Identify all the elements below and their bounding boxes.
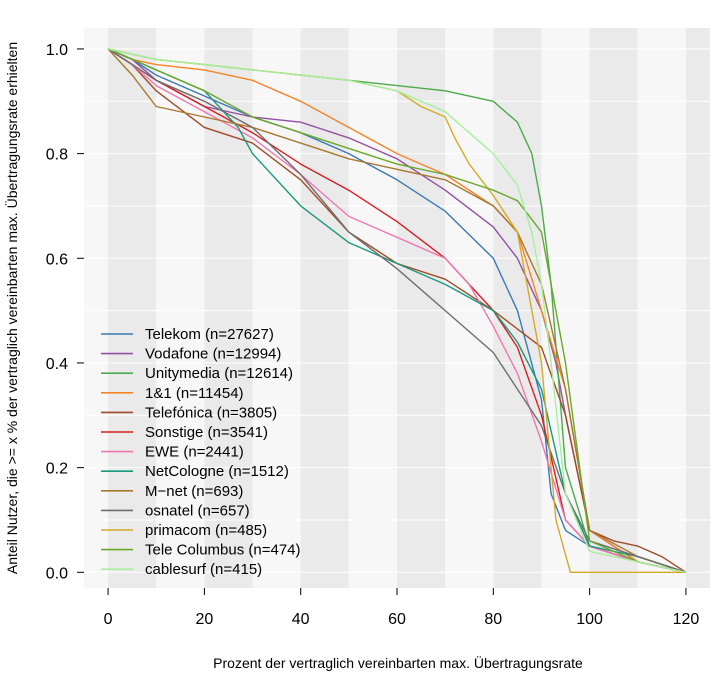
legend-label: Telekom (n=27627) (145, 326, 274, 343)
background-band (300, 28, 349, 588)
series-lines (107, 48, 687, 573)
y-tick-label: 0.0 (46, 565, 68, 582)
y-tick-label: 1.0 (46, 42, 68, 59)
legend-label: Vodafone (n=12994) (145, 346, 281, 363)
background-band (589, 28, 638, 588)
series-line (107, 48, 687, 573)
y-axis-title: Anteil Nutzer, die >= x % der vertraglic… (3, 42, 20, 574)
x-tick-label: 60 (388, 611, 406, 628)
legend-label: cablesurf (n=415) (145, 561, 262, 578)
background-band (397, 28, 446, 588)
x-tick-label: 100 (576, 611, 603, 628)
background-band (493, 28, 542, 588)
legend: Telekom (n=27627) Vodafone (n=12994) Unity… (101, 326, 301, 578)
legend-label: EWE (n=2441) (145, 444, 244, 461)
x-tick-label: 120 (673, 611, 700, 628)
series-line (107, 48, 687, 573)
legend-label: NetCologne (n=1512) (145, 463, 289, 480)
x-axis: 0 20 40 60 80 100 120 (104, 588, 700, 628)
background-band (84, 28, 109, 588)
background-band (541, 28, 590, 588)
legend-label: primacom (n=485) (145, 522, 267, 539)
background-band (685, 28, 710, 588)
series-line (107, 48, 687, 573)
x-tick-label: 20 (195, 611, 213, 628)
legend-label: Telefónica (n=3805) (145, 404, 277, 421)
x-axis-title: Prozent der vertraglich vereinbarten max… (213, 654, 583, 671)
x-tick-label: 0 (104, 611, 113, 628)
series-line (107, 48, 687, 573)
x-tick-label: 40 (292, 611, 310, 628)
background-band (348, 28, 397, 588)
legend-label: Sonstige (n=3541) (145, 424, 268, 441)
background-band (108, 28, 157, 588)
series-line (107, 48, 687, 573)
series-line (107, 48, 687, 573)
legend-label: Tele Columbus (n=474) (145, 542, 301, 559)
background-band (637, 28, 686, 588)
series-line (107, 48, 687, 573)
y-tick-label: 0.8 (46, 147, 68, 164)
legend-label: osnatel (n=657) (145, 502, 250, 519)
background-band (252, 28, 301, 588)
legend-label: M−net (n=693) (145, 483, 243, 500)
x-tick-label: 80 (484, 611, 502, 628)
background-band (445, 28, 494, 588)
legend-label: 1&1 (n=11454) (145, 385, 244, 402)
y-tick-label: 0.4 (46, 356, 68, 373)
y-axis: 0.0 0.2 0.4 0.6 0.8 1.0 (46, 42, 84, 582)
legend-label: Unitymedia (n=12614) (145, 365, 293, 382)
y-tick-label: 0.2 (46, 461, 68, 478)
background-band (204, 28, 253, 588)
y-tick-label: 0.6 (46, 251, 68, 268)
